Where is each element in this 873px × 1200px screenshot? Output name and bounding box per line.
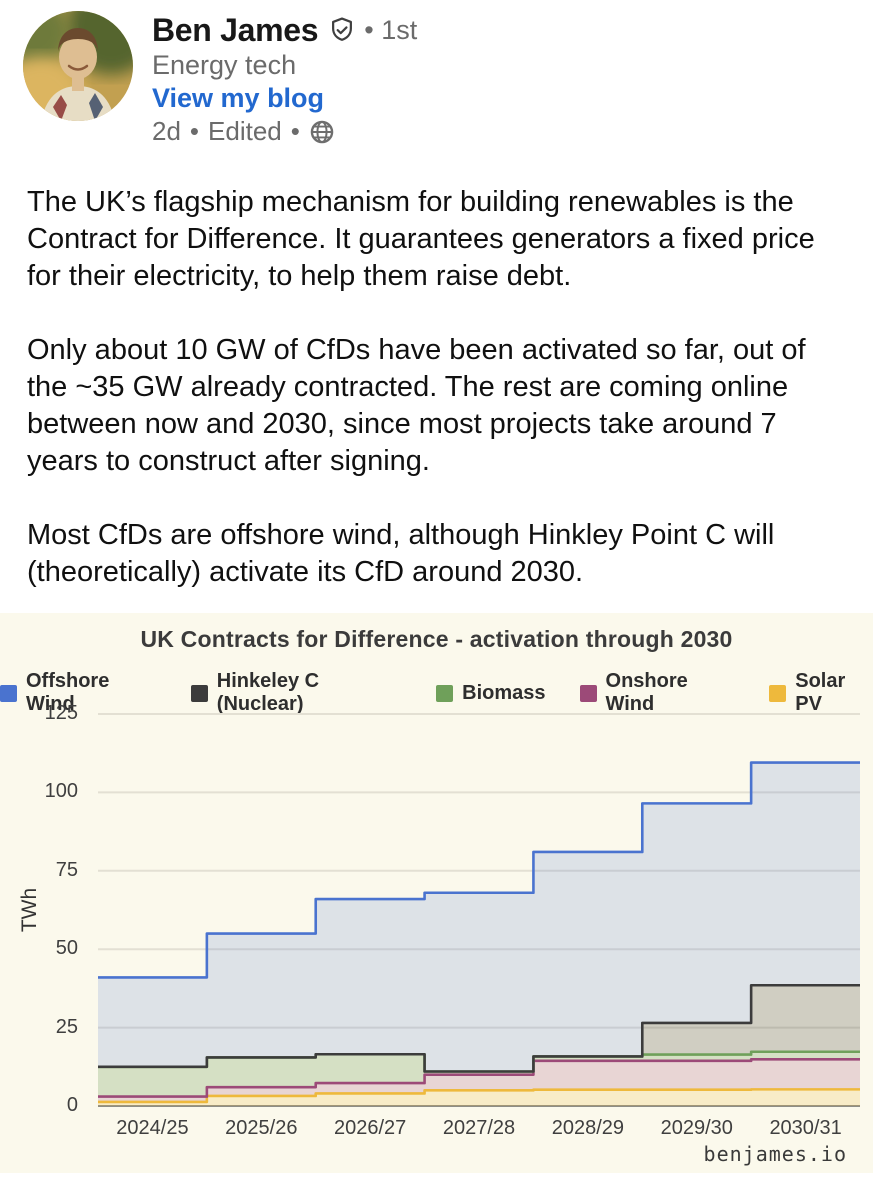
post-meta: 2d • Edited • (152, 115, 849, 148)
profile-link[interactable]: View my blog (152, 83, 325, 113)
y-tick-label: 75 (55, 858, 78, 881)
area-band (98, 1059, 860, 1102)
chart-attribution: benjames.io (703, 1142, 847, 1166)
author-headline: Energy tech (152, 50, 297, 80)
x-tick-label: 2028/29 (551, 1117, 625, 1139)
post-header: Ben James • 1st Energy tech View my blog… (0, 0, 873, 148)
legend-item: Onshore Wind (579, 670, 736, 716)
dot-separator: • (290, 116, 300, 146)
y-tick-label: 25 (55, 1015, 78, 1038)
stacked-area-plot (98, 713, 860, 1107)
connection-degree: • 1st (364, 15, 418, 45)
x-tick-label: 2030/31 (769, 1117, 842, 1139)
legend-swatch (579, 684, 597, 702)
series-line (98, 1057, 860, 1098)
x-tick-label: 2024/25 (116, 1117, 189, 1139)
x-tick-label: 2029/30 (660, 1117, 733, 1139)
legend-item: Solar PV (769, 670, 873, 716)
legend-item: Hinkeley C (Nuclear) (190, 670, 402, 716)
y-tick-label: 125 (44, 702, 78, 724)
x-tick-label: 2026/27 (334, 1117, 407, 1139)
area-band (98, 762, 860, 1072)
author-name[interactable]: Ben James (152, 12, 319, 48)
x-axis-tick-labels: 2024/25 2025/26 2026/27 2027/28 2028/29 2029/… (98, 1117, 860, 1140)
dot-separator: • (189, 116, 200, 146)
legend-label: Solar PV (795, 670, 846, 715)
plot-svg (98, 713, 860, 1107)
chart-legend: Offshore Wind Hinkeley C (Nuclear) Biomass… (0, 670, 873, 716)
chart-title: UK Contracts for Difference - activation… (140, 626, 733, 652)
post-age: 2d (152, 116, 181, 146)
verified-shield-icon (328, 16, 356, 44)
series-line (98, 983, 860, 1073)
y-tick-label: 50 (55, 937, 78, 960)
globe-icon (309, 119, 335, 145)
y-axis-title: TWh (18, 887, 41, 933)
post-paragraph: Only about 10 GW of CfDs have been activ… (27, 334, 806, 477)
chart-card: UK Contracts for Difference - activation… (0, 613, 873, 1173)
legend-swatch (769, 684, 787, 702)
legend-label: Biomass (462, 681, 546, 704)
y-axis-tick-labels: 0 25 50 75 100 125 (0, 702, 88, 1116)
x-tick-label: 2027/28 (442, 1117, 516, 1139)
x-tick-label: 2025/26 (225, 1117, 298, 1139)
legend-swatch (436, 684, 454, 702)
legend-label: Offshore Wind (26, 670, 110, 715)
y-tick-label: 100 (44, 780, 78, 803)
legend-item: Offshore Wind (0, 670, 157, 716)
legend-label: Onshore Wind (605, 670, 688, 715)
post-paragraph: Most CfDs are offshore wind, although Hi… (27, 519, 775, 588)
legend-swatch (190, 684, 208, 702)
y-tick-label: 0 (66, 1094, 78, 1116)
post-body: The UK’s flagship mechanism for building… (0, 184, 873, 591)
edited-label: Edited (208, 116, 282, 146)
avatar-photo (23, 11, 133, 121)
area-band (98, 1089, 860, 1106)
legend-label: Hinkeley C (Nuclear) (216, 670, 320, 715)
author-info: Ben James • 1st Energy tech View my blog… (152, 11, 849, 148)
area-band (98, 985, 860, 1072)
post-paragraph: The UK’s flagship mechanism for building… (27, 186, 815, 292)
legend-item: Biomass (436, 681, 546, 705)
legend-swatch (0, 684, 17, 702)
series-line (98, 761, 860, 979)
avatar[interactable] (23, 11, 133, 121)
